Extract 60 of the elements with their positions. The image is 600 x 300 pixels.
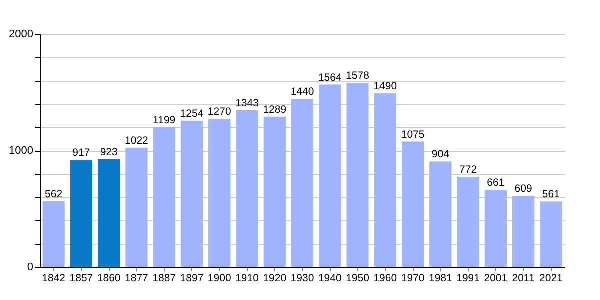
x-tick-label: 1991 [456,272,480,284]
bar [236,110,258,267]
x-tick-label: 1887 [152,272,176,284]
x-tick-label: 1970 [401,272,425,284]
bar [346,83,369,267]
x-tick-label: 2021 [540,272,564,284]
bar [319,84,342,267]
x-tick-label: 1877 [125,272,149,284]
bar [264,116,286,267]
bar [291,99,314,267]
bar [153,127,176,267]
data-label: 1289 [263,104,287,116]
y-tick-label: 1000 [9,145,34,157]
bar [374,93,396,267]
y-tick-label: 2000 [9,28,34,40]
data-label: 1075 [401,128,425,141]
bar [402,142,424,267]
data-label: 904 [432,148,450,161]
bar [180,120,204,267]
data-label: 917 [72,147,90,160]
bar [484,190,507,267]
data-label: 1578 [346,70,370,82]
data-label: 1270 [208,106,232,118]
x-tick-label: 1981 [428,272,452,284]
data-label: 1343 [236,98,260,110]
bar [208,119,231,267]
bar [70,160,92,267]
x-tick-label: 1900 [208,272,232,284]
data-label: 1440 [290,86,314,98]
x-tick-label: 1950 [346,272,370,284]
data-label: 561 [542,188,560,201]
x-tick-label: 1940 [318,272,342,284]
data-label: 562 [45,188,63,201]
bar [512,196,535,267]
x-tick-label: 1842 [42,272,66,284]
x-tick-label: 1960 [374,272,398,284]
x-tick-label: 1910 [236,272,260,284]
data-label: 1199 [153,114,176,126]
x-tick-label: 1897 [180,272,204,284]
data-label: 609 [514,183,532,196]
data-label: 923 [100,146,118,158]
data-label: 1490 [374,80,398,92]
x-tick-label: 1860 [97,272,121,284]
x-tick-label: 1857 [70,272,94,284]
x-tick-label: 2001 [484,272,508,284]
y-tick-label: 0 [27,262,34,274]
bar [42,202,65,267]
x-tick-label: 1920 [263,272,287,284]
data-label: 1254 [180,108,204,120]
data-label: 1022 [125,134,149,147]
x-tick-label: 2011 [512,272,535,284]
bar [457,177,480,267]
bar [126,148,148,267]
bar [98,159,120,267]
bar [540,202,562,267]
data-label: 661 [487,176,505,189]
data-label: 1564 [318,72,342,84]
bar [430,162,452,267]
data-label: 772 [460,164,478,176]
x-tick-label: 1930 [290,272,314,284]
